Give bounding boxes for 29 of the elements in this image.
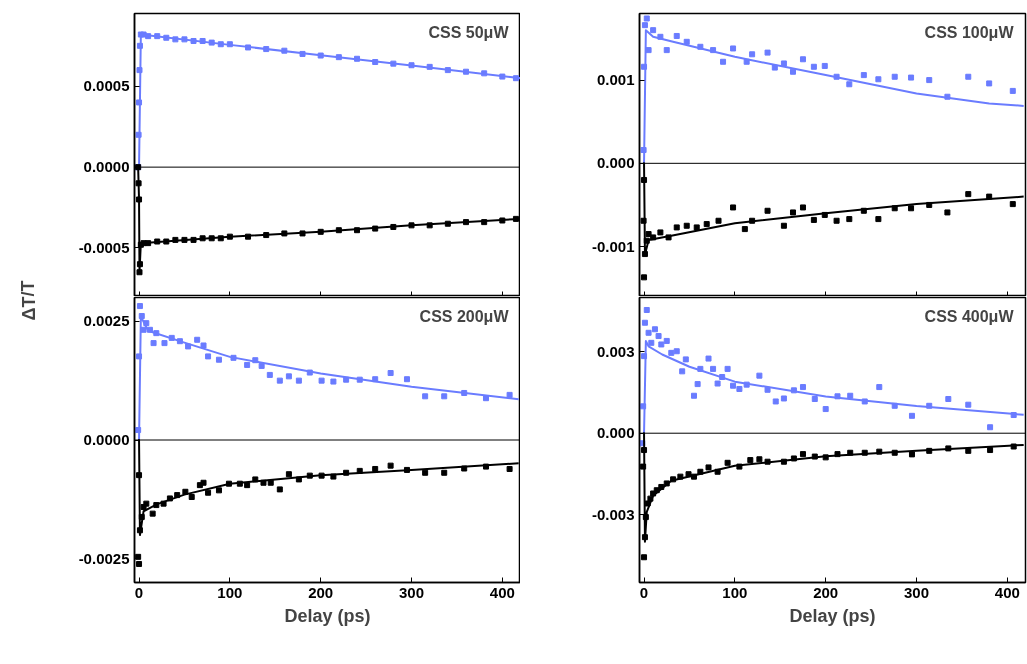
x-tick-label: 200 xyxy=(308,583,334,601)
x-tick-label: 400 xyxy=(994,583,1020,601)
x-tick-label: 200 xyxy=(813,583,839,601)
y-tick-label: 0.0000 xyxy=(83,431,130,448)
y-tick-label: 0.001 xyxy=(596,71,635,89)
y-tick-label: -0.0025 xyxy=(78,549,130,567)
text: CSS 100μW xyxy=(924,23,1015,41)
y-tick-label: -0.003 xyxy=(591,505,635,523)
x-tick-label: 100 xyxy=(217,583,243,601)
y-tick-label: 0.000 xyxy=(596,424,635,442)
y-tick-label: 0.000 xyxy=(596,154,635,172)
y-tick-label: 0.0000 xyxy=(83,158,130,176)
y-tick-label: 0.003 xyxy=(596,342,635,360)
text: CSS 200μW xyxy=(419,307,510,325)
x-tick-label: 100 xyxy=(722,583,748,601)
y-axis-title: ΔT/T xyxy=(18,280,39,321)
y-tick-label: 0.0005 xyxy=(83,77,130,95)
x-tick-label: 300 xyxy=(904,583,930,601)
x-tick-label: 0 xyxy=(639,583,649,601)
y-tick-label: 0.0025 xyxy=(83,312,130,330)
x-tick-label: 0 xyxy=(134,583,144,601)
x-axis-title: Delay (ps) xyxy=(789,605,876,626)
text: CSS 50μW xyxy=(428,23,510,41)
x-tick-label: 400 xyxy=(489,583,515,601)
x-axis-title: Delay (ps) xyxy=(284,605,371,626)
y-tick-label: -0.0005 xyxy=(78,238,130,256)
x-tick-label: 300 xyxy=(399,583,425,601)
y-tick-label: -0.001 xyxy=(591,237,635,255)
text: CSS 400μW xyxy=(924,307,1015,325)
